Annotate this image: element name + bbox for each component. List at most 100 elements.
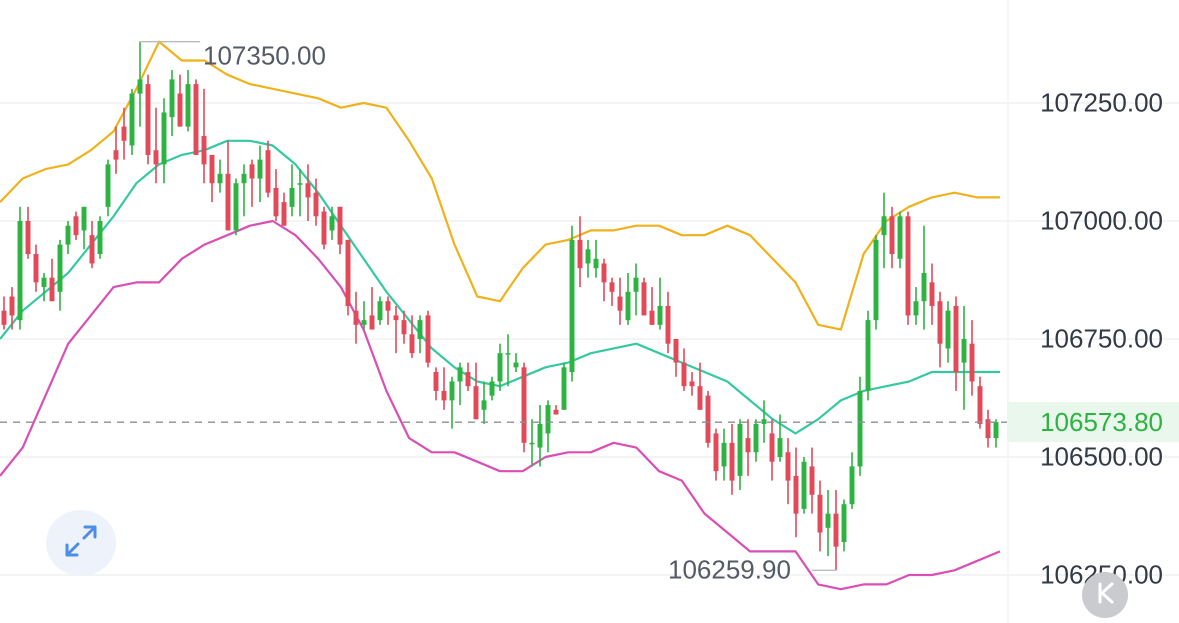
candle-body [201, 136, 207, 165]
candle-body [145, 84, 151, 155]
candle-body [761, 419, 767, 424]
candle-body [665, 305, 671, 344]
candle-body [73, 216, 79, 236]
candle-body [713, 433, 719, 472]
candle-body [377, 301, 383, 321]
candle-body [289, 187, 295, 207]
candle [57, 239, 63, 311]
candle [233, 178, 239, 236]
candle [633, 263, 639, 316]
candle-body [281, 202, 287, 226]
candle-body [729, 442, 735, 481]
candle-body [297, 183, 303, 185]
candle [905, 211, 911, 325]
candle-body [249, 164, 255, 179]
candle-body [129, 93, 135, 146]
candle-body [321, 211, 327, 245]
candle [657, 277, 663, 330]
candle [721, 428, 727, 481]
candle-body [401, 320, 407, 335]
candle [729, 423, 735, 495]
candle-body [33, 254, 39, 283]
candle [313, 178, 319, 226]
candle-body [57, 244, 63, 292]
candle-body [113, 150, 119, 160]
candle-body [257, 159, 263, 179]
candle-body [105, 164, 111, 207]
candle-body [937, 301, 943, 344]
candle [481, 381, 487, 424]
candle-body [817, 494, 823, 533]
candle-body [577, 239, 583, 269]
candle-body [265, 150, 271, 193]
candle [817, 480, 823, 552]
candle [121, 107, 127, 160]
candle-body [617, 296, 623, 311]
candle [737, 419, 743, 491]
candle [449, 376, 455, 429]
candle-body [329, 216, 335, 231]
candle-body [361, 320, 367, 325]
candle [577, 216, 583, 288]
candle-body [745, 438, 751, 453]
bollinger-lower-line [0, 219, 1001, 591]
candle-body [97, 221, 103, 255]
candle [609, 277, 615, 306]
candle [841, 499, 847, 552]
candle-body [225, 173, 231, 231]
candle [329, 206, 335, 240]
candle-body [625, 291, 631, 321]
candle [41, 272, 47, 302]
candle [529, 419, 535, 467]
candle-body [353, 310, 359, 325]
candle [993, 419, 999, 448]
candle [913, 287, 919, 325]
candle [65, 221, 71, 255]
y-axis-label-2: 106750.00 [1040, 323, 1163, 354]
candle-body [905, 216, 911, 316]
candle-body [41, 277, 47, 288]
candle [241, 164, 247, 217]
candle [681, 348, 687, 391]
candle-body [273, 187, 279, 217]
candle [897, 211, 903, 269]
candle [809, 447, 815, 514]
candle-body [505, 353, 511, 355]
candle-body [737, 423, 743, 476]
candle-body [121, 126, 127, 141]
candle-body [449, 381, 455, 401]
candle-body [81, 206, 87, 231]
candle-body [889, 216, 895, 255]
candle-body [913, 301, 919, 316]
candle-body [953, 305, 959, 373]
candle [705, 390, 711, 448]
candle-body [609, 282, 615, 292]
candle [457, 362, 463, 406]
candle [497, 343, 503, 391]
candle [921, 225, 927, 330]
candle [297, 169, 303, 217]
candle-body [65, 225, 71, 245]
candle [361, 301, 367, 330]
collapse-button[interactable] [1082, 572, 1128, 618]
candle-body [929, 282, 935, 306]
candle-body [457, 367, 463, 382]
candle-body [313, 192, 319, 217]
candle-body [705, 395, 711, 443]
candle [945, 301, 951, 363]
candle [697, 362, 703, 410]
candle [393, 305, 399, 354]
candle [641, 277, 647, 316]
candle-body [513, 362, 519, 368]
candle [889, 206, 895, 269]
expand-button[interactable] [46, 510, 116, 576]
candle-body [721, 442, 727, 467]
candle [1, 296, 7, 330]
candle [793, 447, 799, 538]
candle-body [153, 150, 159, 165]
candle-body [537, 423, 543, 448]
candle-body [521, 367, 527, 443]
candle-body [233, 183, 239, 231]
